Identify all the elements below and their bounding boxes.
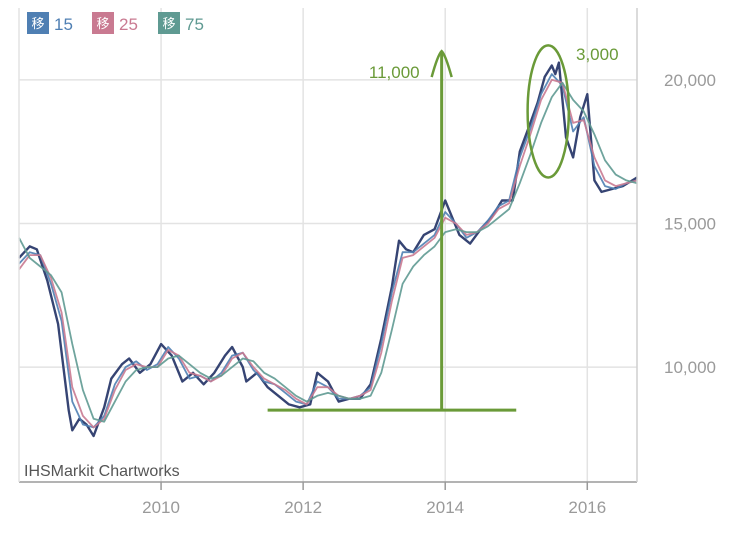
legend-label-75: 75 [185,15,204,34]
chart-grid [19,8,637,482]
series-line-3 [18,78,638,429]
legend-box-text-25: 移 [96,16,109,31]
rise-arrow-head [430,49,453,78]
chart-series [18,61,638,438]
series-line-2 [18,73,638,429]
x-tick-label-2010: 2010 [142,498,180,517]
chart-axes: 2010 2012 2014 2016 10,000 15,000 20,000 [18,8,716,517]
rise-label: 11,000 [369,63,420,82]
chart-legend: 移 15 移 25 移 75 [27,12,204,34]
chart-annotations: 11,000 3,000 [267,44,619,412]
series-line-1 [18,61,638,438]
drop-label: 3,000 [576,45,619,64]
x-tick-label-2016: 2016 [568,498,606,517]
y-tick-label-10,000: 10,000 [664,358,716,377]
series-line-4 [18,81,638,423]
drop-circle-annotation [526,44,571,179]
watermark-text: IHSMarkit Chartworks [24,463,180,480]
y-tick-label-15,000: 15,000 [664,214,716,233]
legend-box-15 [27,12,49,34]
x-tick-label-2014: 2014 [426,498,464,517]
x-tick-label-2012: 2012 [284,498,322,517]
legend-label-15: 15 [54,15,73,34]
legend-box-25 [92,12,114,34]
legend-box-75 [158,12,180,34]
y-tick-label-20,000: 20,000 [664,71,716,90]
legend-box-text-15: 移 [31,16,44,31]
legend-label-25: 25 [119,15,138,34]
legend-box-text-75: 移 [162,16,175,31]
